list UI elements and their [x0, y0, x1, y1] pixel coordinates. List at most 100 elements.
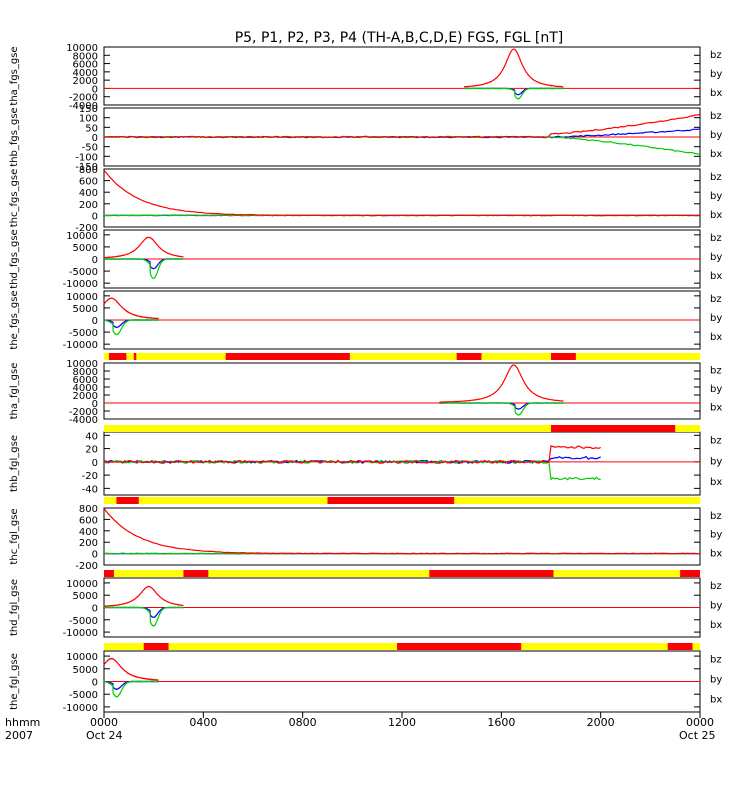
series-by: [439, 402, 564, 416]
quality-bar: [104, 570, 700, 577]
y-tick-label: -2000: [69, 407, 98, 418]
y-tick-label: 0: [92, 84, 98, 95]
series-by: [104, 459, 601, 481]
quality-good-segment: [104, 425, 700, 432]
x-tick-label: 1200: [388, 716, 416, 729]
quality-bad-segment: [108, 353, 127, 360]
legend-bz: bz: [710, 366, 722, 377]
y-tick-label: 5000: [73, 243, 98, 254]
series-by: [463, 87, 564, 100]
y-tick-label: 10000: [66, 579, 98, 590]
panel-frame: [103, 362, 701, 420]
quality-bad-segment: [133, 353, 137, 360]
quality-bad-segment: [551, 425, 676, 432]
panel-the_fgl_gse: 10000 5000 0-5000 -10000 the_fgl_gse bz by bx: [9, 650, 722, 714]
quality-bar: [104, 425, 700, 432]
legend-bz: bz: [710, 50, 722, 61]
y-tick-label: 0: [92, 678, 98, 689]
legend-bz: bz: [710, 233, 722, 244]
y-axis-label: tha_fgl_gse: [9, 363, 20, 420]
legend-bz: bz: [710, 654, 722, 665]
y-tick-label: 4000: [73, 383, 98, 394]
y-axis-label: thc_fgs_gse: [9, 169, 20, 228]
quality-bad-segment: [551, 353, 576, 360]
legend-bz: bz: [710, 511, 722, 522]
panel-frame: [103, 46, 701, 106]
y-tick-label: 10000: [66, 43, 98, 54]
series-bz: [103, 113, 701, 139]
panel-thb_fgl_gse: 40 20 0 -20 -40 thb_fgl_gse bz by bx: [9, 431, 722, 496]
legend-by: by: [710, 252, 722, 263]
series-bz: [103, 297, 160, 320]
legend-bz: bz: [710, 581, 722, 592]
y-axis-label: thc_fgl_gse: [9, 508, 20, 564]
legend-bx: bx: [710, 403, 722, 414]
y-tick-label: 0: [92, 550, 98, 561]
quality-bad-segment: [183, 570, 209, 577]
legend-by: by: [710, 674, 722, 685]
y-tick-label: 6000: [73, 375, 98, 386]
y-axis-label: thb_fgl_gse: [9, 435, 20, 492]
y-tick-label: 10000: [66, 359, 98, 370]
series-by: [103, 135, 701, 155]
legend-bx: bx: [710, 149, 722, 160]
y-tick-label: 0: [92, 211, 98, 222]
legend-bz: bz: [710, 294, 722, 305]
panel-frame: [103, 507, 701, 566]
legend-bx: bx: [710, 620, 722, 631]
y-tick-label: -40: [82, 484, 98, 495]
series-bz: [103, 508, 701, 555]
y-tick-label: -50: [82, 143, 98, 154]
series-by: [103, 258, 184, 279]
quality-bad-segment: [397, 643, 522, 650]
quality-bad-segment: [143, 643, 169, 650]
series-by: [103, 680, 159, 698]
legend-by: by: [710, 456, 722, 467]
panel-frame: [103, 168, 701, 228]
y-tick-label: 0: [92, 133, 98, 144]
series-bz: [103, 445, 601, 464]
y-tick-label: 10000: [66, 231, 98, 242]
y-tick-label: 4000: [73, 68, 98, 79]
y-tick-label: -10000: [63, 703, 98, 714]
x-tick-label: 1600: [487, 716, 515, 729]
series-bz: [439, 364, 564, 403]
quality-bad-segment: [104, 570, 114, 577]
quality-bar: [104, 497, 700, 504]
legend-by: by: [710, 130, 722, 141]
y-tick-label: 0: [92, 458, 98, 469]
y-tick-label: 2000: [73, 391, 98, 402]
quality-bad-segment: [667, 643, 693, 650]
time-start-date: Oct 24: [86, 729, 123, 742]
series-bz: [103, 236, 184, 259]
y-tick-label: 0: [92, 604, 98, 615]
y-tick-label: 0: [92, 255, 98, 266]
legend-by: by: [710, 69, 722, 80]
y-tick-label: -20: [82, 471, 98, 482]
legend-by: by: [710, 384, 722, 395]
y-tick-label: 100: [79, 114, 98, 125]
series-by: [104, 606, 184, 627]
y-tick-label: -5000: [69, 267, 98, 278]
y-tick-label: -4000: [69, 415, 98, 426]
y-tick-label: 2000: [73, 76, 98, 87]
series-bx: [463, 87, 564, 96]
y-tick-label: 400: [79, 527, 98, 538]
y-tick-label: 600: [79, 177, 98, 188]
quality-bars: [104, 353, 700, 650]
y-tick-label: 8000: [73, 51, 98, 62]
y-axis-label: tha_fgs_gse: [9, 46, 20, 105]
y-tick-label: -10000: [63, 340, 98, 351]
legend-bz: bz: [710, 111, 722, 122]
y-tick-label: 6000: [73, 60, 98, 71]
y-axis-label: the_fgs_gse: [9, 290, 20, 349]
y-tick-label: -5000: [69, 616, 98, 627]
